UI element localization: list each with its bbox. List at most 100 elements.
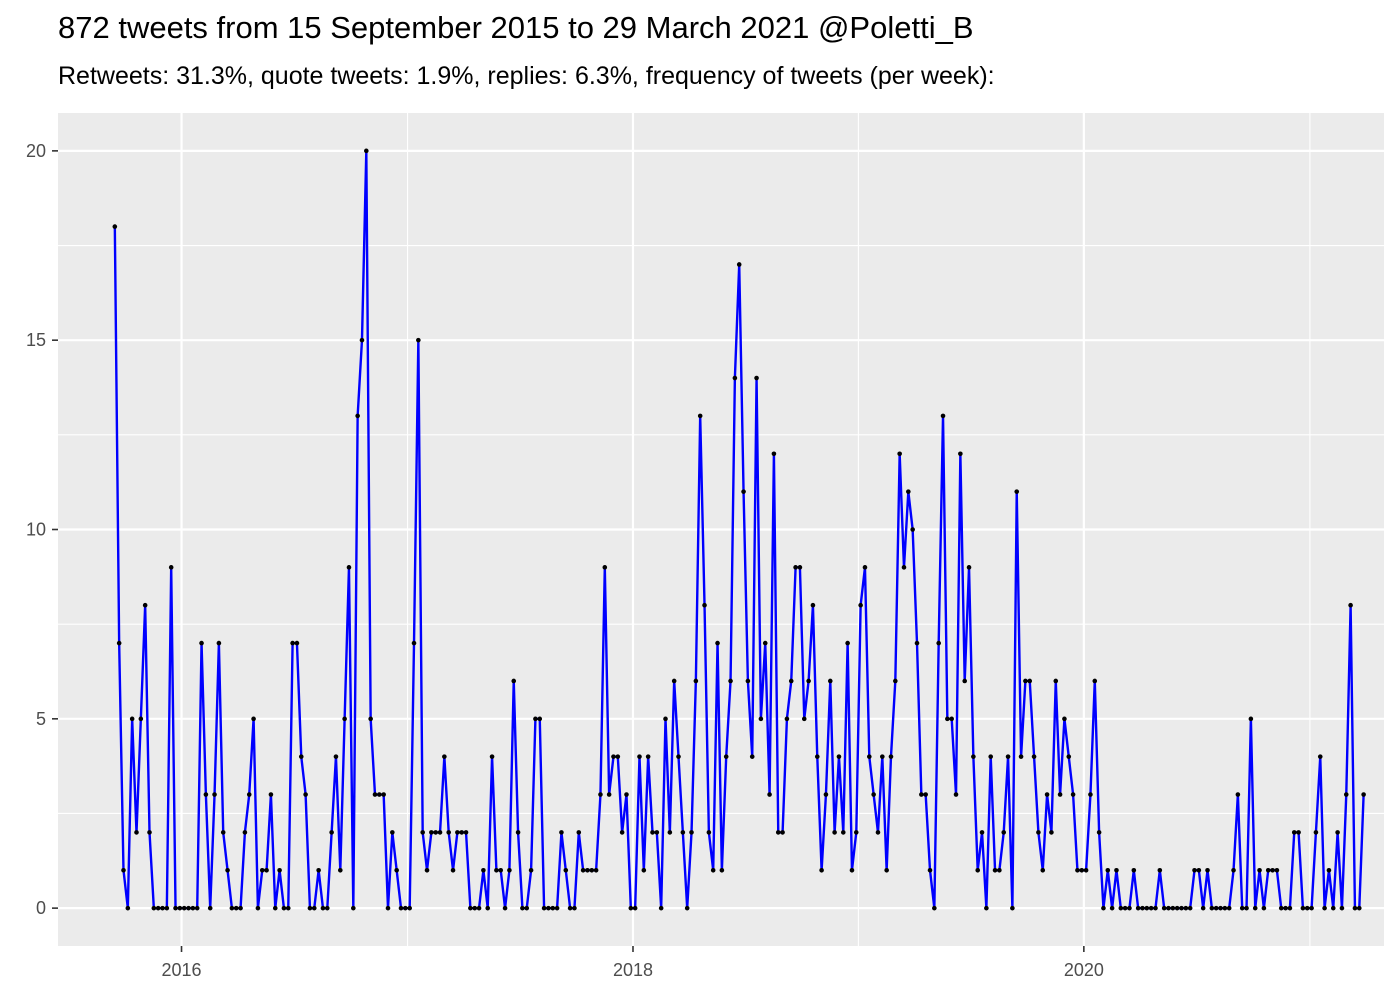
data-point <box>676 754 681 759</box>
data-point <box>316 867 321 873</box>
x-tick-label: 2018 <box>613 960 653 980</box>
data-point <box>927 867 933 873</box>
data-point <box>953 792 959 797</box>
data-point <box>515 830 521 835</box>
data-point <box>229 905 235 911</box>
data-point <box>342 716 347 722</box>
data-point <box>875 830 881 835</box>
data-point <box>411 640 417 646</box>
y-axis: 0 5 10 15 20 <box>26 141 58 918</box>
data-point <box>1296 830 1301 835</box>
data-point <box>446 830 452 835</box>
data-point <box>880 754 885 759</box>
data-point <box>1031 754 1037 759</box>
x-axis: 2016 2018 2020 <box>161 946 1104 980</box>
data-point <box>819 867 824 873</box>
data-point <box>897 451 902 457</box>
data-point <box>975 867 981 873</box>
data-point <box>962 678 967 684</box>
data-point <box>971 754 976 759</box>
data-point <box>1222 905 1228 911</box>
data-point <box>1105 867 1111 873</box>
data-point <box>1192 867 1197 873</box>
data-point <box>1170 905 1176 911</box>
data-point <box>472 905 478 911</box>
data-point <box>754 375 759 381</box>
data-point <box>1348 602 1353 608</box>
data-point <box>225 867 230 873</box>
data-point <box>585 867 590 873</box>
data-point <box>1265 867 1271 873</box>
data-point <box>442 754 447 759</box>
data-point <box>1153 905 1158 911</box>
data-point <box>181 905 187 911</box>
data-point <box>246 792 252 797</box>
data-point <box>1166 905 1171 911</box>
data-point <box>1157 867 1163 873</box>
data-point <box>1356 905 1362 911</box>
data-point <box>559 830 564 835</box>
data-point <box>424 867 430 873</box>
data-point <box>329 830 334 835</box>
data-point <box>1140 905 1145 911</box>
data-point <box>450 867 456 873</box>
data-point <box>1200 905 1206 911</box>
data-point <box>606 792 612 797</box>
data-point <box>884 867 889 873</box>
chart-subtitle: Retweets: 31.3%, quote tweets: 1.9%, rep… <box>58 62 995 90</box>
data-point <box>1127 905 1132 911</box>
data-point <box>1213 905 1219 911</box>
data-point <box>437 830 443 835</box>
data-point <box>207 905 213 911</box>
data-point <box>788 678 794 684</box>
data-point <box>238 905 243 911</box>
data-point <box>524 905 530 911</box>
data-point <box>767 792 772 797</box>
data-point <box>1122 905 1128 911</box>
data-point <box>190 905 196 911</box>
data-point <box>680 830 686 835</box>
data-point <box>281 905 287 911</box>
data-point <box>220 830 226 835</box>
y-tick-label: 20 <box>26 141 46 161</box>
data-point <box>138 716 144 722</box>
data-points <box>112 148 1366 911</box>
data-point <box>1131 867 1137 873</box>
data-point <box>277 867 282 873</box>
data-point <box>1278 905 1284 911</box>
data-point <box>394 867 399 873</box>
data-point <box>992 867 998 873</box>
data-point <box>1283 905 1288 911</box>
data-point <box>793 565 798 570</box>
data-point <box>1352 905 1358 911</box>
data-point <box>173 905 178 911</box>
data-point <box>212 792 217 797</box>
data-point <box>554 905 560 911</box>
data-point <box>641 867 647 873</box>
data-point <box>168 565 174 570</box>
data-point <box>1326 867 1332 873</box>
data-point <box>533 716 538 722</box>
data-point <box>814 754 820 759</box>
data-point <box>1018 754 1024 759</box>
data-point <box>407 905 412 911</box>
data-point <box>1309 905 1314 911</box>
data-point <box>823 792 829 797</box>
data-point <box>351 905 356 911</box>
data-point <box>932 905 937 911</box>
data-point <box>728 678 733 684</box>
data-point <box>372 792 378 797</box>
data-point <box>320 905 326 911</box>
data-point <box>355 413 360 419</box>
data-point <box>1270 867 1275 873</box>
data-point <box>155 905 161 911</box>
data-point <box>1244 905 1249 911</box>
data-point <box>550 905 556 911</box>
data-point <box>1040 867 1046 873</box>
data-point <box>242 830 248 835</box>
data-point <box>979 830 985 835</box>
data-point <box>940 413 946 419</box>
data-point <box>546 905 551 911</box>
data-point <box>572 905 577 911</box>
data-point <box>919 792 924 797</box>
